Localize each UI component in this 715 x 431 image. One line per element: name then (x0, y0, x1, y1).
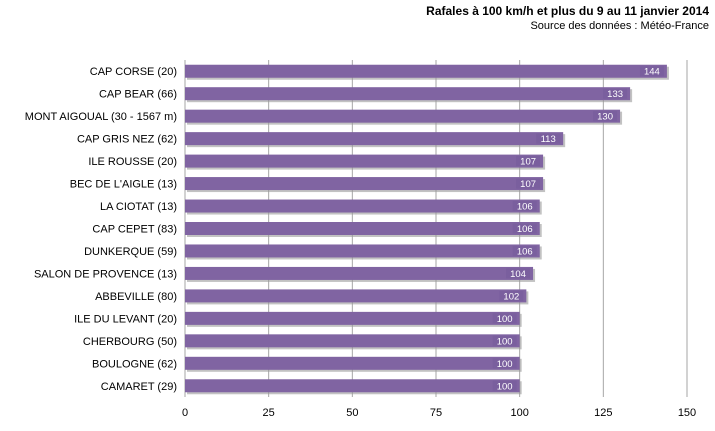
bar (185, 64, 667, 78)
chart-title: Rafales à 100 km/h et plus du 9 au 11 ja… (426, 4, 709, 18)
category-label: MONT AIGOUAL (30 - 1567 m) (25, 111, 177, 123)
bar (185, 244, 540, 258)
category-label: CAP CEPET (83) (92, 224, 177, 236)
data-label: 100 (497, 314, 513, 325)
data-label-box (499, 290, 524, 301)
data-label: 113 (541, 134, 556, 145)
category-label: SALON DE PROVENCE (13) (34, 268, 177, 280)
data-label: 106 (517, 224, 533, 235)
data-label: 130 (597, 112, 613, 123)
data-label-box (512, 201, 537, 212)
data-label-box (603, 88, 628, 99)
bar (185, 334, 520, 348)
bar (185, 356, 520, 370)
category-label: CAMARET (29) (101, 381, 177, 393)
data-label-box (516, 156, 541, 167)
data-label-box (516, 178, 541, 189)
bar (185, 289, 527, 303)
category-label: LA CIOTAT (13) (100, 201, 177, 213)
data-label-box (593, 111, 618, 122)
bar (185, 222, 540, 235)
bar (185, 199, 540, 213)
x-tick-label: 75 (430, 407, 442, 419)
category-label: BEC DE L'AIGLE (13) (70, 179, 177, 191)
data-label-box (492, 380, 517, 391)
data-label: 133 (607, 89, 623, 100)
data-label: 102 (503, 291, 519, 302)
x-tick-label: 50 (346, 407, 358, 419)
category-label: CAP GRIS NEZ (62) (77, 134, 177, 146)
category-label: CAP CORSE (20) (90, 66, 177, 78)
bar (185, 177, 544, 191)
category-label: DUNKERQUE (59) (84, 246, 177, 258)
data-label: 100 (497, 359, 513, 370)
data-label-box (512, 223, 537, 234)
category-label: ABBEVILLE (80) (95, 291, 177, 303)
data-label: 106 (517, 202, 533, 213)
category-label: ILE ROUSSE (20) (88, 156, 177, 168)
category-label: CAP BEAR (66) (99, 89, 177, 101)
bar (185, 266, 534, 280)
bar (185, 87, 631, 101)
data-label-box (492, 313, 517, 324)
category-label: BOULOGNE (62) (92, 358, 177, 370)
bar (185, 311, 520, 325)
x-tick-label: 25 (263, 407, 275, 419)
data-label: 100 (497, 381, 513, 392)
data-label: 144 (644, 67, 660, 78)
data-label: 107 (520, 157, 536, 168)
data-label: 106 (517, 246, 533, 257)
x-tick-label: 100 (510, 407, 528, 419)
chart-subtitle: Source des données : Météo-France (530, 20, 709, 32)
category-label: CHERBOURG (50) (83, 336, 177, 348)
data-label-box (506, 268, 531, 279)
data-label-box (512, 245, 537, 256)
category-label: ILE DU LEVANT (20) (74, 313, 177, 325)
bar (185, 132, 564, 146)
data-label-box (492, 358, 517, 369)
data-label: 100 (497, 336, 513, 347)
data-label: 104 (510, 269, 526, 280)
bar (185, 154, 544, 168)
bar (185, 379, 520, 393)
x-tick-label: 0 (182, 407, 188, 419)
data-label-box (536, 133, 561, 144)
data-label-box (639, 66, 664, 77)
x-tick-label: 125 (594, 407, 612, 419)
bar (185, 109, 621, 123)
data-label-box (492, 335, 517, 346)
data-label: 107 (520, 179, 536, 190)
x-tick-label: 150 (678, 407, 696, 419)
